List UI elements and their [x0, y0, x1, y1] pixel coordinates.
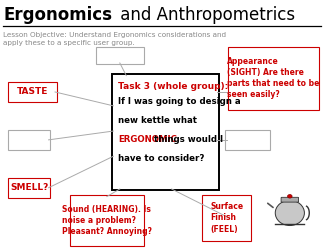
Text: Lesson Objective: Understand Ergonomics considerations and
apply these to a spec: Lesson Objective: Understand Ergonomics … — [3, 32, 226, 46]
Text: Surface
Finish
(FEEL): Surface Finish (FEEL) — [210, 202, 243, 234]
Text: SMELL?: SMELL? — [10, 183, 48, 192]
FancyBboxPatch shape — [8, 178, 50, 198]
Text: new kettle what: new kettle what — [118, 116, 197, 125]
Text: Task 3 (whole group):: Task 3 (whole group): — [118, 82, 228, 91]
Ellipse shape — [275, 200, 304, 226]
FancyArrowPatch shape — [268, 203, 273, 207]
FancyBboxPatch shape — [228, 47, 319, 110]
FancyBboxPatch shape — [8, 130, 50, 150]
FancyBboxPatch shape — [70, 195, 144, 246]
FancyBboxPatch shape — [225, 130, 270, 150]
Circle shape — [288, 195, 292, 198]
FancyBboxPatch shape — [95, 47, 144, 64]
Text: ERGONOMIC: ERGONOMIC — [118, 135, 177, 144]
FancyBboxPatch shape — [8, 82, 57, 102]
Text: and Anthropometrics: and Anthropometrics — [115, 6, 295, 24]
Text: If I was going to design a: If I was going to design a — [118, 97, 241, 106]
Text: have to consider?: have to consider? — [118, 154, 205, 163]
FancyBboxPatch shape — [202, 195, 251, 241]
Text: TASTE: TASTE — [17, 87, 48, 97]
FancyBboxPatch shape — [281, 197, 299, 202]
Text: things would I: things would I — [151, 135, 223, 144]
Text: Sound (HEARING). Is
noise a problem?
Pleasant? Annoying?: Sound (HEARING). Is noise a problem? Ple… — [62, 205, 152, 236]
Text: Appearance
(SIGHT) Are there
parts that need to be
seen easily?: Appearance (SIGHT) Are there parts that … — [227, 57, 320, 99]
Text: Ergonomics: Ergonomics — [3, 6, 112, 24]
FancyBboxPatch shape — [112, 74, 219, 190]
